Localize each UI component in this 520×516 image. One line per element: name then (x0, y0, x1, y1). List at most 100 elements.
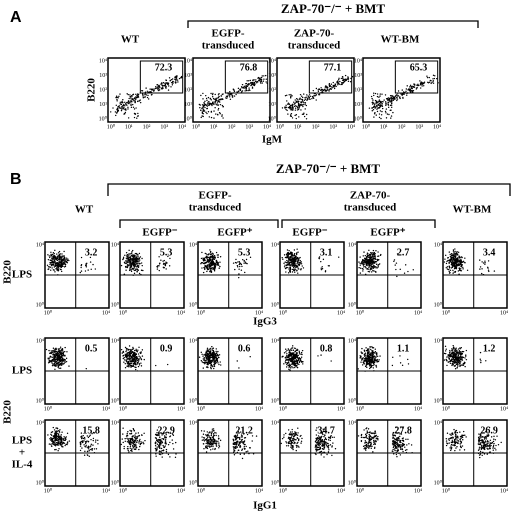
dot (369, 253, 372, 256)
dot (206, 266, 208, 269)
dot (58, 358, 61, 361)
dots (443, 344, 487, 370)
dot (288, 259, 290, 261)
dot (48, 255, 50, 257)
dot (428, 76, 431, 79)
dot (211, 359, 214, 361)
dot (132, 362, 135, 365)
dot (159, 86, 161, 89)
dot (387, 101, 390, 104)
dot (165, 86, 167, 89)
dot (204, 100, 206, 103)
dot (94, 268, 97, 270)
dot (211, 345, 213, 348)
dot (215, 359, 218, 362)
dot (292, 255, 294, 257)
dot (462, 350, 465, 353)
dot (129, 263, 131, 265)
dot (130, 254, 133, 257)
dot (53, 363, 55, 365)
dot (135, 441, 138, 443)
dot (206, 445, 208, 447)
dot (130, 270, 133, 273)
dot (122, 354, 125, 357)
dot (62, 261, 64, 263)
dot (293, 105, 296, 108)
dot (131, 365, 133, 367)
percentage: 0.5 (85, 343, 98, 354)
dot (302, 103, 304, 106)
y-tick-label: 10³ (99, 73, 107, 79)
y-tick-label: 10⁰ (184, 115, 193, 122)
dot (65, 436, 67, 438)
dot (289, 359, 291, 361)
dot (291, 105, 294, 107)
dot (365, 365, 367, 367)
dot (407, 88, 410, 90)
dot (479, 351, 482, 354)
dot (219, 256, 222, 258)
dot (445, 348, 447, 350)
dot (361, 359, 363, 361)
dot (56, 253, 58, 255)
dot (53, 436, 56, 439)
dot (207, 359, 209, 361)
dot (62, 255, 64, 258)
dot (285, 106, 287, 109)
dot (129, 267, 132, 269)
dot (202, 108, 204, 110)
dot (375, 352, 377, 355)
dot (214, 356, 216, 358)
dot (80, 436, 83, 438)
dot (363, 349, 366, 351)
dot (213, 110, 215, 112)
dot (298, 261, 301, 264)
dot (369, 358, 372, 360)
dot (60, 364, 63, 366)
dot (213, 255, 216, 257)
dot (454, 250, 456, 253)
dot (363, 260, 366, 263)
dot (449, 258, 452, 261)
dot (136, 100, 139, 103)
dot (212, 365, 214, 368)
dot (55, 438, 57, 440)
dot (336, 82, 339, 84)
dot (60, 264, 62, 267)
dot (162, 438, 165, 440)
dot (372, 367, 375, 369)
dot (374, 253, 376, 255)
dot (379, 100, 382, 103)
dot (50, 269, 52, 271)
dot (137, 96, 140, 98)
dot (288, 256, 290, 258)
dot (92, 439, 94, 442)
dot (142, 97, 144, 99)
dot (451, 364, 453, 367)
dot (128, 257, 130, 259)
dot (289, 114, 292, 116)
dot (333, 87, 336, 90)
dot (444, 350, 447, 352)
dot (378, 107, 381, 109)
dot (332, 81, 334, 84)
dot (363, 263, 365, 265)
dot (294, 357, 296, 360)
dot (210, 366, 212, 369)
dot (369, 356, 371, 359)
dot (373, 361, 376, 364)
dot (133, 443, 136, 446)
dot (363, 261, 365, 264)
dot (146, 96, 149, 99)
dot (249, 89, 251, 92)
dot (291, 252, 293, 255)
dot (380, 253, 382, 256)
dot (81, 440, 84, 442)
dot (361, 358, 363, 360)
dot (484, 261, 486, 264)
dot (456, 351, 458, 353)
dot (65, 261, 67, 263)
dot (208, 361, 210, 363)
dot (448, 352, 451, 354)
dot (286, 249, 289, 251)
